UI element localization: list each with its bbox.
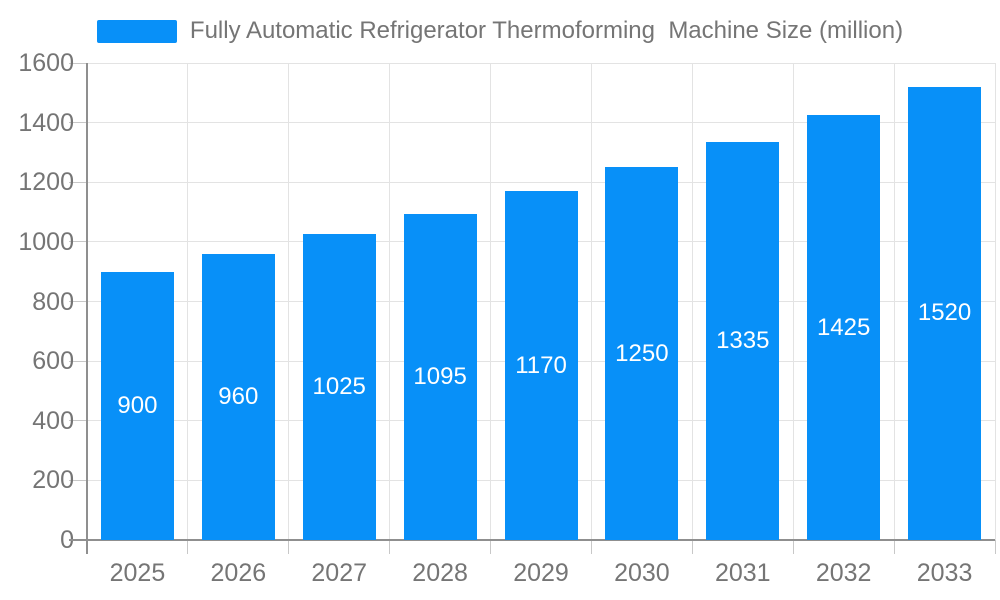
v-gridline — [792, 63, 794, 540]
bar-value-label: 1520 — [917, 299, 972, 327]
y-tick-label: 1200 — [18, 168, 74, 197]
bar[interactable] — [201, 253, 275, 540]
y-tick-label: 1000 — [18, 227, 74, 256]
x-axis-tick — [389, 540, 391, 554]
bar[interactable] — [302, 234, 376, 540]
v-gridline — [994, 63, 996, 540]
v-gridline — [691, 63, 693, 540]
bar[interactable] — [100, 271, 174, 540]
bar-value-label: 900 — [117, 391, 158, 419]
bar[interactable] — [605, 167, 679, 540]
y-tick-label: 1400 — [18, 108, 74, 137]
x-axis-tick — [490, 540, 492, 554]
x-axis-line — [69, 539, 995, 541]
bar[interactable] — [807, 115, 881, 540]
x-tick-label: 2033 — [916, 559, 973, 587]
bar-value-label: 1425 — [816, 313, 871, 341]
y-axis-line — [86, 63, 88, 554]
v-gridline — [590, 63, 592, 540]
x-tick-label: 2027 — [311, 559, 368, 587]
x-tick-label: 2030 — [614, 559, 670, 587]
v-gridline — [187, 63, 189, 540]
y-tick-label: 600 — [32, 347, 74, 376]
y-axis-tick — [69, 301, 87, 302]
y-axis-tick — [69, 181, 87, 183]
bar-value-label: 960 — [218, 382, 259, 410]
v-gridline — [288, 63, 290, 540]
x-axis-tick — [792, 540, 794, 554]
x-tick-label: 2026 — [210, 559, 267, 587]
x-axis-tick — [590, 540, 592, 554]
y-axis-tick — [69, 420, 87, 422]
h-gridline — [87, 62, 995, 64]
y-tick-label: 0 — [60, 526, 74, 554]
y-tick-label: 200 — [32, 466, 74, 495]
y-tick-label: 400 — [32, 406, 74, 435]
bar[interactable] — [403, 213, 477, 540]
x-axis-tick — [994, 540, 996, 554]
legend[interactable]: Fully Automatic Refrigerator Thermoformi… — [0, 17, 1000, 46]
legend-swatch-icon — [96, 19, 177, 43]
y-axis-tick — [69, 122, 87, 124]
y-axis-tick — [69, 360, 87, 362]
v-gridline — [490, 63, 492, 540]
h-gridline — [87, 122, 995, 124]
x-axis-tick — [893, 540, 895, 554]
x-tick-label: 2029 — [513, 559, 569, 587]
x-tick-label: 2028 — [412, 559, 468, 587]
x-tick-label: 2032 — [815, 559, 872, 587]
x-axis-tick — [691, 540, 693, 554]
v-gridline — [389, 63, 391, 540]
x-tick-label: 2031 — [714, 559, 771, 587]
bar-value-label: 1250 — [615, 339, 669, 367]
legend-label: Fully Automatic Refrigerator Thermoformi… — [189, 17, 904, 44]
bar-value-label: 1095 — [413, 362, 467, 390]
bar[interactable] — [706, 142, 780, 540]
bar[interactable] — [504, 191, 578, 540]
h-gridline — [87, 181, 995, 183]
y-tick-label: 800 — [32, 287, 74, 316]
x-axis-tick — [187, 540, 189, 554]
x-tick-label: 2025 — [109, 559, 166, 587]
y-tick-label: 1600 — [18, 49, 74, 77]
y-axis-tick — [69, 479, 87, 481]
x-axis-tick — [288, 540, 290, 554]
y-axis-tick — [69, 241, 87, 243]
v-gridline — [893, 63, 895, 540]
bar-value-label: 1170 — [515, 351, 567, 379]
bar-value-label: 1025 — [312, 373, 366, 401]
y-axis-tick — [69, 62, 87, 64]
bar[interactable] — [908, 86, 982, 540]
bar-value-label: 1335 — [716, 327, 770, 354]
